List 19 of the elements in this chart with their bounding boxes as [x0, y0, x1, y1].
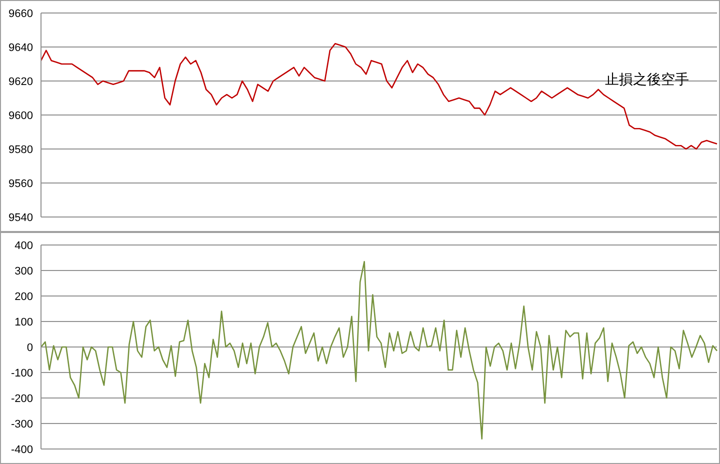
- y-tick-label: 0: [26, 342, 33, 354]
- annotation: 止損之後空手: [605, 71, 689, 89]
- y-tick-label: 9540: [8, 212, 33, 224]
- y-tick-label: -100: [10, 367, 33, 380]
- y-tick-label: -300: [10, 418, 33, 430]
- y-tick-label: -200: [10, 392, 33, 405]
- y-tick-label: 9620: [8, 76, 33, 88]
- y-tick-label: 400: [14, 240, 33, 252]
- y-tick-label: 9640: [8, 42, 33, 54]
- y-tick-label: 300: [14, 265, 33, 278]
- y-tick-label: 9560: [8, 178, 33, 190]
- y-tick-label: 100: [14, 316, 33, 328]
- y-tick-label: 9580: [8, 144, 33, 156]
- line-series: [40, 260, 718, 440]
- line-series: [40, 42, 718, 150]
- y-tick-label: 9600: [8, 110, 33, 122]
- y-tick-label: 200: [14, 290, 33, 303]
- y-tick-label: 9660: [8, 8, 33, 20]
- y-tick-label: -400: [10, 444, 33, 456]
